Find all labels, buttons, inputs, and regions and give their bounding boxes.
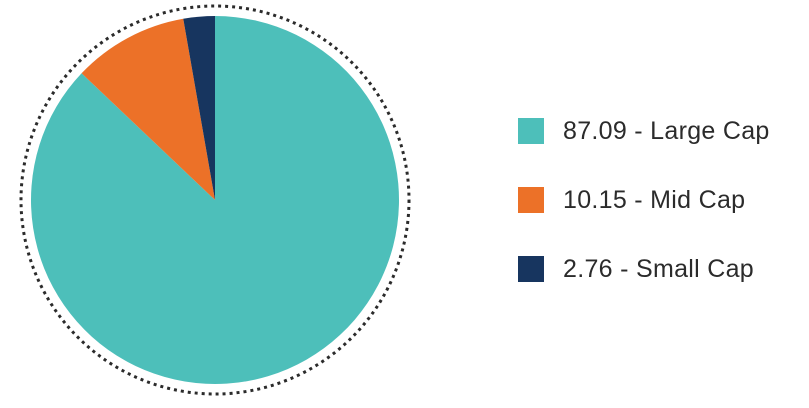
legend-label-small-cap: 2.76 - Small Cap [563, 255, 754, 283]
pie-slices [30, 16, 399, 385]
legend-swatch-small-cap [518, 256, 544, 282]
legend-swatch-mid-cap [518, 187, 544, 213]
legend-label-mid-cap: 10.15 - Mid Cap [563, 186, 745, 214]
pie-slice-large-cap [30, 16, 399, 385]
legend: 87.09 - Large Cap 10.15 - Mid Cap 2.76 - S… [518, 117, 770, 283]
legend-swatch-large-cap [518, 118, 544, 144]
pie-slice-small-cap [183, 16, 215, 200]
pie-slice-mid-cap [81, 18, 215, 201]
legend-label-large-cap: 87.09 - Large Cap [563, 117, 770, 145]
pie-dotted-outline [19, 4, 411, 396]
